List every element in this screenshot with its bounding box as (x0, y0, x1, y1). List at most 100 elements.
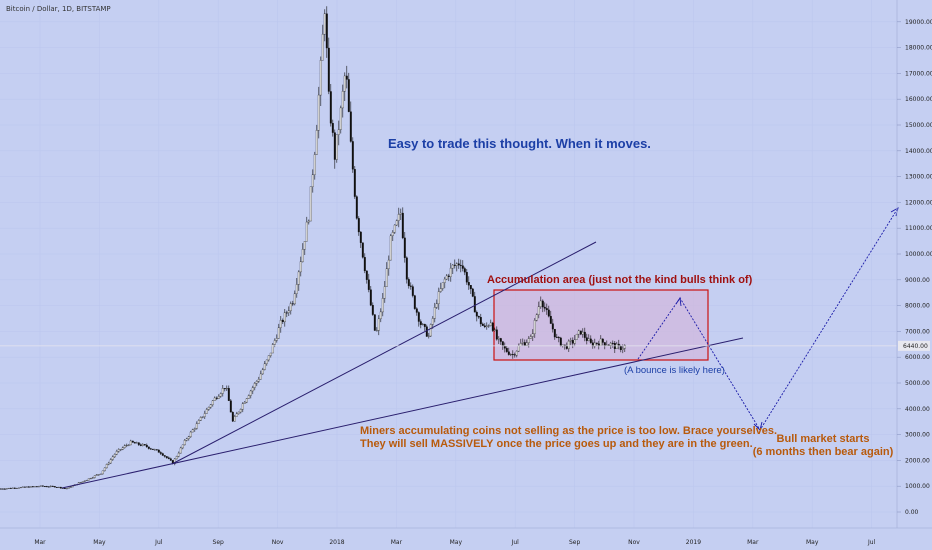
candle-body (129, 440, 132, 446)
candle-body (499, 338, 502, 342)
x-tick-label: Sep (213, 539, 225, 546)
last-price-badge (898, 340, 930, 351)
candle-body (263, 363, 266, 370)
candle-body (547, 309, 550, 317)
candle-body (205, 409, 208, 414)
x-tick-label: Jul (511, 539, 520, 546)
candle-body (511, 354, 514, 356)
candle-body (37, 486, 40, 488)
x-tick-label: Nov (628, 539, 640, 546)
candle-body (163, 455, 166, 457)
candle-body (481, 323, 484, 326)
candle-body (375, 330, 378, 332)
y-tick-label: 17000.00 (905, 70, 932, 77)
y-tick-label: 11000.00 (905, 225, 932, 232)
y-tick-label: 6000.00 (905, 354, 930, 361)
candle-body (187, 436, 190, 440)
candle-body (443, 278, 446, 283)
candle-body (555, 336, 558, 338)
x-tick-label: Mar (34, 539, 46, 546)
candle-body (3, 488, 6, 490)
x-tick-label: Jul (154, 539, 163, 546)
candle-body (327, 47, 330, 92)
candle-body (399, 212, 402, 215)
forecast-arrow-down (753, 421, 763, 431)
candle-body (143, 444, 146, 446)
candle-body (491, 322, 494, 331)
candle-body (305, 221, 308, 242)
candle-body (275, 338, 278, 341)
candle-body (329, 91, 332, 124)
candle-body (583, 331, 586, 338)
candle-body (455, 263, 458, 266)
x-tick-label: 2019 (686, 539, 701, 546)
candle-body (389, 235, 392, 261)
y-axis: 0.00 1000.00 2000.00 3000.00 4000.00 5000.00 6… (897, 19, 932, 516)
candle-body (241, 403, 244, 410)
candle-body (431, 318, 434, 325)
headline-annotation: Easy to trade this thought. When it move… (388, 136, 651, 151)
bounce-annotation: (A bounce is likely here) (624, 365, 725, 376)
candle-body (245, 398, 248, 403)
candle-body (289, 303, 292, 312)
candle-body (401, 212, 404, 239)
x-tick-label: Sep (569, 539, 581, 546)
candle-body (29, 486, 32, 488)
candle-body (243, 401, 246, 404)
y-tick-label: 7000.00 (905, 328, 930, 335)
candle-body (609, 342, 612, 346)
candle-body (295, 284, 298, 294)
candle-body (319, 60, 322, 96)
candle-body (465, 272, 468, 283)
candle-body (527, 338, 530, 344)
y-tick-label: 10000.00 (905, 251, 932, 258)
candle-body (19, 487, 22, 489)
candle-body (167, 457, 170, 459)
candle-body (337, 129, 340, 135)
candle-body (461, 265, 464, 269)
candle-body (487, 325, 490, 327)
x-axis: Mar May Jul Sep Nov 2018 Mar May Jul Sep Nov 2019 Ma… (34, 539, 875, 546)
candle-body (571, 340, 574, 344)
candle-body (549, 315, 552, 324)
candle-body (115, 451, 118, 455)
candle-body (161, 453, 164, 456)
candle-body (233, 416, 236, 422)
candle-body (49, 485, 52, 487)
candle-body (113, 454, 116, 458)
candle-body (183, 440, 186, 446)
candle-body (597, 343, 600, 346)
candle-body (541, 300, 544, 308)
candle-body (357, 218, 360, 233)
x-tick-label: Jul (867, 539, 876, 546)
candle-body (363, 257, 366, 272)
candle-body (575, 333, 578, 340)
candle-body (253, 383, 256, 388)
candle-body (379, 311, 382, 320)
candle-body (523, 342, 526, 346)
candle-body (83, 480, 86, 482)
candle-body (603, 342, 606, 346)
miners-annotation-line2: They will sell MASSIVELY once the price … (360, 438, 753, 450)
candle-body (611, 342, 614, 344)
candle-body (437, 291, 440, 304)
candle-body (271, 344, 274, 354)
x-tick-label: May (806, 539, 819, 546)
y-tick-label: 16000.00 (905, 96, 932, 103)
candle-body (181, 444, 184, 449)
candle-body (321, 33, 324, 61)
candle-body (273, 340, 276, 345)
candle-body (317, 94, 320, 131)
candle-body (197, 420, 200, 424)
candle-body (413, 295, 416, 309)
candle-body (539, 300, 542, 307)
candle-body (23, 486, 26, 488)
candle-body (501, 341, 504, 346)
y-tick-label: 13000.00 (905, 174, 932, 181)
candle-body (505, 348, 508, 352)
candle-body (467, 282, 470, 286)
candle-body (297, 271, 300, 285)
y-tick-label: 3000.00 (905, 432, 930, 439)
candle-body (217, 396, 220, 399)
candle-body (615, 343, 618, 350)
